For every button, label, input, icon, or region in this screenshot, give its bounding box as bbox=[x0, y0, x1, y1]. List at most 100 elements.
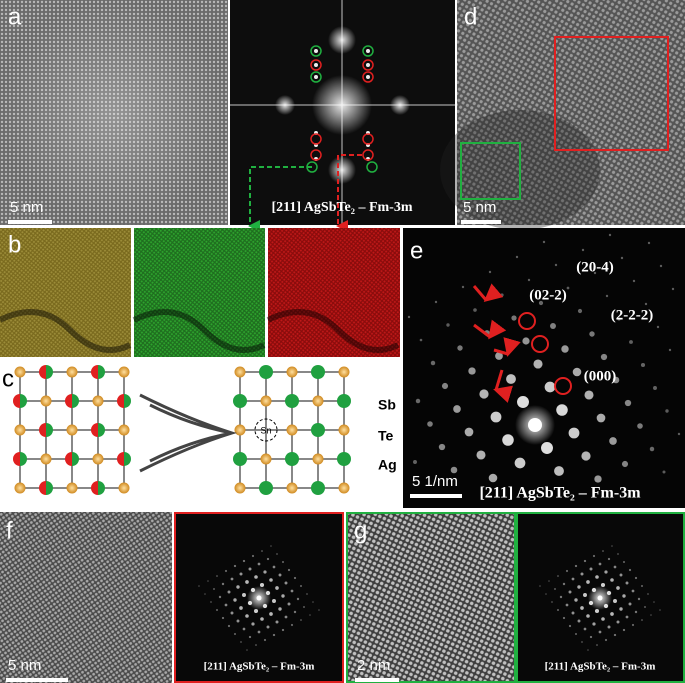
te-atom bbox=[234, 482, 246, 494]
saed-spot bbox=[506, 374, 516, 384]
spot-marker bbox=[362, 133, 374, 145]
fft-spot bbox=[263, 638, 267, 642]
fft-spot bbox=[589, 635, 593, 639]
spot-marker bbox=[310, 45, 322, 57]
cation bbox=[285, 394, 299, 408]
te-atom bbox=[286, 482, 298, 494]
spot-marker bbox=[362, 59, 374, 71]
map-b3 bbox=[268, 228, 400, 357]
mix-atom bbox=[65, 394, 72, 408]
fft-spot bbox=[312, 601, 314, 603]
fft-spot bbox=[260, 617, 264, 621]
saed-spot bbox=[621, 460, 629, 468]
saed-spot bbox=[662, 470, 666, 474]
saed-spot bbox=[647, 241, 651, 245]
mix-atom bbox=[91, 423, 98, 437]
saed-spot bbox=[581, 451, 591, 461]
fft-spot bbox=[611, 545, 613, 547]
fft-spot bbox=[227, 590, 231, 594]
saed-spot bbox=[476, 450, 486, 460]
mix-atom bbox=[46, 481, 53, 495]
te-atom bbox=[338, 366, 350, 378]
fft-spot bbox=[251, 622, 255, 626]
fft-spot bbox=[207, 580, 209, 582]
saed-spot bbox=[594, 475, 602, 483]
fft-spot bbox=[562, 582, 566, 586]
fft-spot bbox=[653, 601, 655, 603]
fft-spot bbox=[634, 576, 638, 580]
fft-spot bbox=[366, 63, 370, 67]
mix-atom bbox=[46, 423, 53, 437]
panel-label: g bbox=[354, 517, 367, 544]
fft-spot bbox=[290, 589, 294, 593]
spot-marker bbox=[310, 133, 322, 145]
saed-spot bbox=[584, 390, 594, 400]
te-atom bbox=[66, 366, 78, 378]
saed-spot bbox=[624, 399, 632, 407]
cation bbox=[233, 394, 247, 408]
fft-spot bbox=[240, 641, 242, 643]
te-atom bbox=[14, 424, 26, 436]
panel-label: a bbox=[8, 3, 22, 30]
fft-spot bbox=[595, 575, 599, 579]
fft-spot bbox=[592, 554, 596, 558]
saed-spot bbox=[665, 409, 669, 413]
saed-spot bbox=[490, 411, 502, 423]
fft-spot bbox=[600, 582, 606, 588]
legend-label: Te bbox=[378, 428, 394, 444]
fft-spot bbox=[210, 601, 212, 603]
fft-spot bbox=[269, 612, 273, 616]
fft-spot bbox=[607, 625, 611, 629]
fft-spot bbox=[628, 602, 632, 606]
fft-spot bbox=[622, 594, 626, 598]
caption: [211] AgSbTe₂ – Fm-3m bbox=[272, 200, 413, 215]
fft-spot bbox=[276, 553, 278, 555]
spot-marker bbox=[310, 149, 322, 161]
fft-spot bbox=[266, 557, 270, 561]
spot-marker bbox=[310, 71, 322, 83]
saed-spot bbox=[554, 466, 564, 476]
fft-spot bbox=[619, 573, 623, 577]
fft-glow bbox=[312, 75, 372, 135]
fft-spot bbox=[622, 628, 626, 632]
fft-spot bbox=[610, 612, 614, 616]
spot-marker bbox=[518, 312, 536, 330]
fft-spot bbox=[586, 580, 590, 584]
saed-spot bbox=[479, 389, 489, 399]
fft-spot bbox=[216, 575, 218, 577]
saed-spot bbox=[514, 457, 526, 469]
saed-spot bbox=[677, 432, 681, 436]
fft-spot bbox=[554, 588, 556, 590]
mix-atom bbox=[117, 452, 124, 466]
sn-site bbox=[254, 418, 278, 442]
fft-spot bbox=[314, 63, 318, 67]
fft-spot bbox=[236, 585, 240, 589]
fft-spot bbox=[248, 567, 252, 571]
te-atom bbox=[234, 366, 246, 378]
te-atom bbox=[312, 453, 324, 465]
mix-atom bbox=[39, 481, 46, 495]
fft-spot bbox=[255, 644, 257, 646]
saed-spot bbox=[538, 300, 544, 306]
saed-spot bbox=[550, 323, 556, 329]
fft-spot bbox=[266, 625, 270, 629]
fft-spot bbox=[242, 627, 246, 631]
fft-spot bbox=[596, 644, 598, 646]
fft-spot bbox=[303, 606, 305, 608]
fft-spot bbox=[281, 594, 285, 598]
te-atom bbox=[286, 366, 298, 378]
fft-spot bbox=[571, 577, 575, 581]
fft-spot bbox=[622, 560, 626, 564]
saed-spot bbox=[515, 255, 519, 259]
mix-atom bbox=[124, 452, 131, 466]
saed-spot bbox=[644, 302, 648, 306]
fft-spot bbox=[592, 622, 596, 626]
fft-spot bbox=[545, 593, 547, 595]
fft-spot bbox=[230, 577, 234, 581]
mix-atom bbox=[98, 423, 105, 437]
saed-spot bbox=[609, 437, 617, 445]
defect bbox=[266, 309, 400, 353]
fft-spot bbox=[631, 623, 635, 627]
scale-label: 5 1/nm bbox=[412, 473, 458, 490]
